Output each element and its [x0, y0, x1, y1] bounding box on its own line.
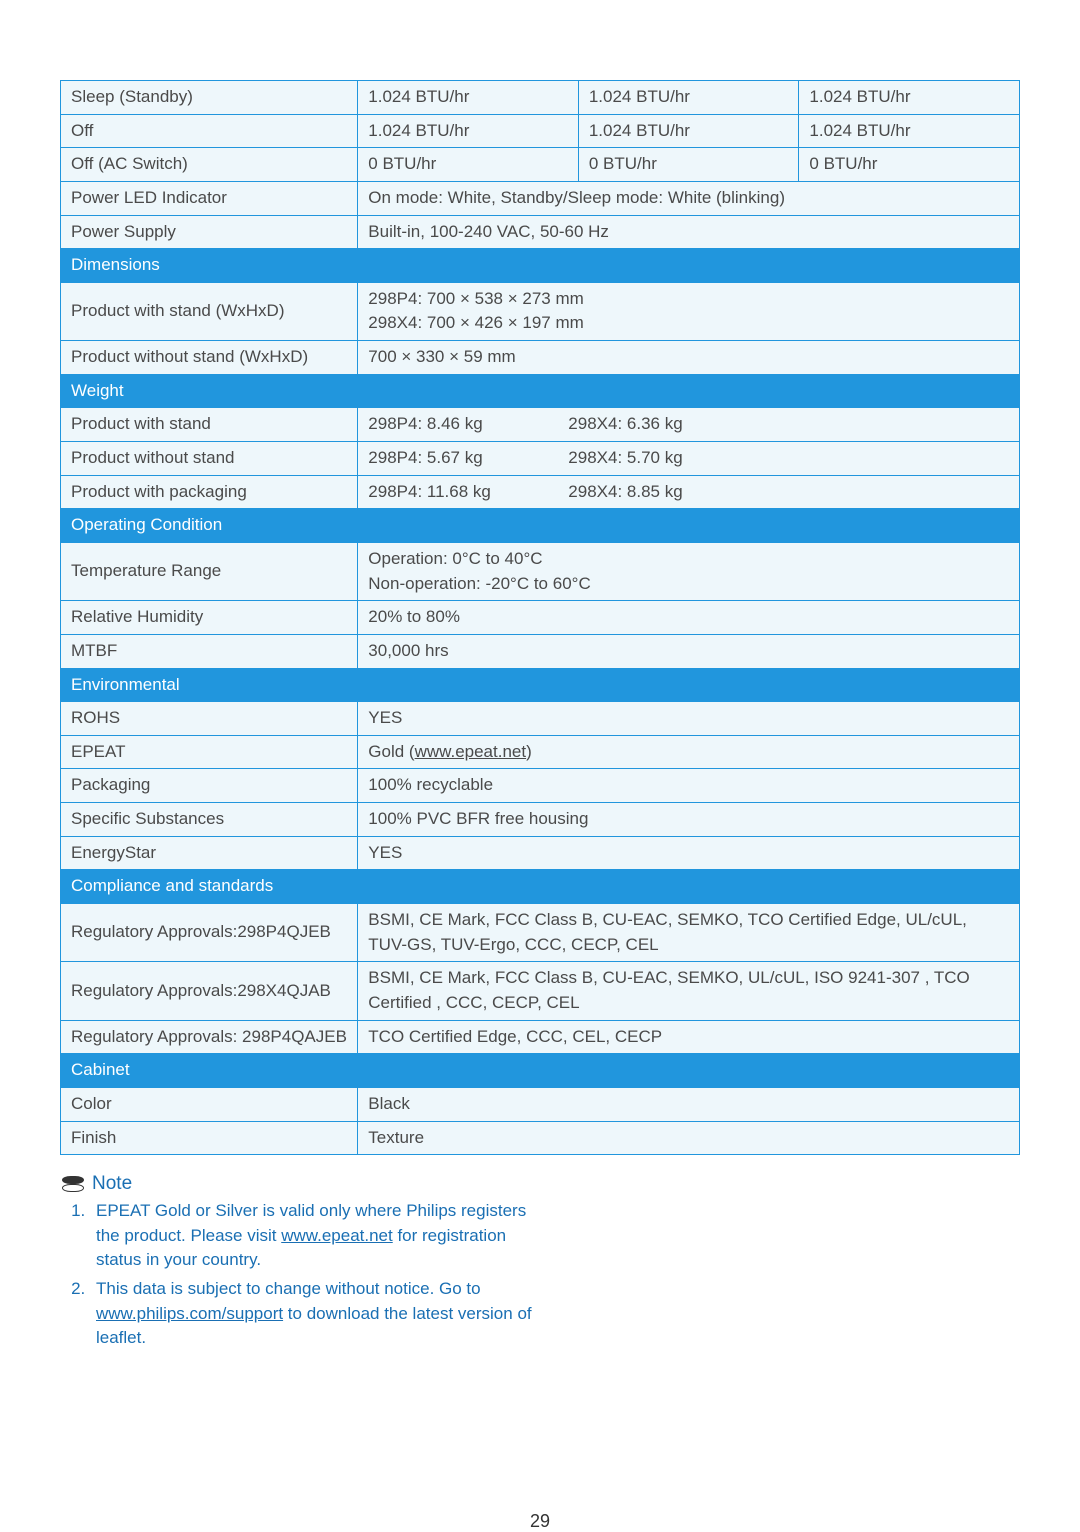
- spec-table: Sleep (Standby) 1.024 BTU/hr 1.024 BTU/h…: [60, 80, 1020, 1155]
- section-header: Dimensions: [61, 249, 1020, 283]
- table-row: ROHS YES: [61, 702, 1020, 736]
- cell-value: 298P4: 8.46 kg298X4: 6.36 kg: [358, 408, 1020, 442]
- section-row: Dimensions: [61, 249, 1020, 283]
- page-number: 29: [60, 1511, 1020, 1532]
- section-row: Environmental: [61, 668, 1020, 702]
- table-row: Product without stand (WxHxD) 700 × 330 …: [61, 341, 1020, 375]
- table-row: Sleep (Standby) 1.024 BTU/hr 1.024 BTU/h…: [61, 81, 1020, 115]
- cell-label: EnergyStar: [61, 836, 358, 870]
- cell-label: Regulatory Approvals: 298P4QAJEB: [61, 1020, 358, 1054]
- section-header: Weight: [61, 374, 1020, 408]
- cell-value: 30,000 hrs: [358, 634, 1020, 668]
- table-row: Power LED Indicator On mode: White, Stan…: [61, 181, 1020, 215]
- epeat-link[interactable]: www.epeat.net: [415, 742, 527, 761]
- cell-value: 1.024 BTU/hr: [578, 81, 799, 115]
- epeat-link[interactable]: www.epeat.net: [281, 1226, 393, 1245]
- cell-value: Texture: [358, 1121, 1020, 1155]
- table-row: Off 1.024 BTU/hr 1.024 BTU/hr 1.024 BTU/…: [61, 114, 1020, 148]
- cell-label: Finish: [61, 1121, 358, 1155]
- table-row: Color Black: [61, 1087, 1020, 1121]
- cell-label: Power Supply: [61, 215, 358, 249]
- section-header: Environmental: [61, 668, 1020, 702]
- table-row: EPEAT Gold (www.epeat.net): [61, 735, 1020, 769]
- cell-value: 20% to 80%: [358, 601, 1020, 635]
- section-row: Weight: [61, 374, 1020, 408]
- cell-value: 1.024 BTU/hr: [799, 81, 1020, 115]
- note-item: EPEAT Gold or Silver is valid only where…: [90, 1199, 552, 1273]
- cell-value: 0 BTU/hr: [358, 148, 579, 182]
- cell-value: 700 × 330 × 59 mm: [358, 341, 1020, 375]
- table-row: Product without stand 298P4: 5.67 kg298X…: [61, 442, 1020, 476]
- cell-value: 1.024 BTU/hr: [578, 114, 799, 148]
- table-row: Product with stand (WxHxD) 298P4: 700 × …: [61, 282, 1020, 340]
- cell-label: Product with stand (WxHxD): [61, 282, 358, 340]
- section-header: Compliance and standards: [61, 870, 1020, 904]
- cell-value: 1.024 BTU/hr: [799, 114, 1020, 148]
- cell-label: Product without stand (WxHxD): [61, 341, 358, 375]
- section-row: Operating Condition: [61, 509, 1020, 543]
- cell-label: EPEAT: [61, 735, 358, 769]
- cell-value: 298P4: 700 × 538 × 273 mm298X4: 700 × 42…: [358, 282, 1020, 340]
- section-row: Cabinet: [61, 1054, 1020, 1088]
- section-row: Compliance and standards: [61, 870, 1020, 904]
- cell-label: Product with packaging: [61, 475, 358, 509]
- cell-value: TCO Certified Edge, CCC, CEL, CECP: [358, 1020, 1020, 1054]
- cell-label: Regulatory Approvals:298X4QJAB: [61, 962, 358, 1020]
- cell-value: 1.024 BTU/hr: [358, 81, 579, 115]
- cell-label: Power LED Indicator: [61, 181, 358, 215]
- cell-label: Specific Substances: [61, 803, 358, 837]
- cell-value: On mode: White, Standby/Sleep mode: Whit…: [358, 181, 1020, 215]
- cell-value: YES: [358, 836, 1020, 870]
- table-row: Packaging 100% recyclable: [61, 769, 1020, 803]
- cell-value: YES: [358, 702, 1020, 736]
- cell-value: 0 BTU/hr: [578, 148, 799, 182]
- table-row: EnergyStar YES: [61, 836, 1020, 870]
- cell-value: 298P4: 11.68 kg298X4: 8.85 kg: [358, 475, 1020, 509]
- cell-label: Off: [61, 114, 358, 148]
- table-row: Regulatory Approvals:298X4QJAB BSMI, CE …: [61, 962, 1020, 1020]
- cell-label: Color: [61, 1087, 358, 1121]
- table-row: Regulatory Approvals: 298P4QAJEB TCO Cer…: [61, 1020, 1020, 1054]
- philips-support-link[interactable]: www.philips.com/support: [96, 1304, 283, 1323]
- section-header: Operating Condition: [61, 509, 1020, 543]
- cell-value: 1.024 BTU/hr: [358, 114, 579, 148]
- note-section: Note EPEAT Gold or Silver is valid only …: [60, 1173, 1020, 1351]
- table-row: Power Supply Built-in, 100-240 VAC, 50-6…: [61, 215, 1020, 249]
- cell-value: BSMI, CE Mark, FCC Class B, CU-EAC, SEMK…: [358, 904, 1020, 962]
- cell-label: Packaging: [61, 769, 358, 803]
- table-row: Off (AC Switch) 0 BTU/hr 0 BTU/hr 0 BTU/…: [61, 148, 1020, 182]
- table-row: Temperature Range Operation: 0°C to 40°C…: [61, 542, 1020, 600]
- cell-value: 298P4: 5.67 kg298X4: 5.70 kg: [358, 442, 1020, 476]
- table-row: Finish Texture: [61, 1121, 1020, 1155]
- cell-label: MTBF: [61, 634, 358, 668]
- cell-label: ROHS: [61, 702, 358, 736]
- cell-label: Product with stand: [61, 408, 358, 442]
- cell-value: Built-in, 100-240 VAC, 50-60 Hz: [358, 215, 1020, 249]
- table-row: Regulatory Approvals:298P4QJEB BSMI, CE …: [61, 904, 1020, 962]
- cell-value: 100% PVC BFR free housing: [358, 803, 1020, 837]
- table-row: Product with packaging 298P4: 11.68 kg29…: [61, 475, 1020, 509]
- cell-label: Sleep (Standby): [61, 81, 358, 115]
- table-row: Specific Substances 100% PVC BFR free ho…: [61, 803, 1020, 837]
- cell-label: Off (AC Switch): [61, 148, 358, 182]
- note-item: This data is subject to change without n…: [90, 1277, 552, 1351]
- note-icon: [62, 1176, 84, 1192]
- table-row: Relative Humidity 20% to 80%: [61, 601, 1020, 635]
- note-title: Note: [92, 1173, 132, 1195]
- cell-label: Product without stand: [61, 442, 358, 476]
- cell-label: Regulatory Approvals:298P4QJEB: [61, 904, 358, 962]
- cell-value: Gold (www.epeat.net): [358, 735, 1020, 769]
- cell-value: Operation: 0°C to 40°CNon-operation: -20…: [358, 542, 1020, 600]
- section-header: Cabinet: [61, 1054, 1020, 1088]
- cell-value: BSMI, CE Mark, FCC Class B, CU-EAC, SEMK…: [358, 962, 1020, 1020]
- cell-label: Temperature Range: [61, 542, 358, 600]
- cell-value: 100% recyclable: [358, 769, 1020, 803]
- table-row: Product with stand 298P4: 8.46 kg298X4: …: [61, 408, 1020, 442]
- table-row: MTBF 30,000 hrs: [61, 634, 1020, 668]
- cell-value: 0 BTU/hr: [799, 148, 1020, 182]
- cell-label: Relative Humidity: [61, 601, 358, 635]
- cell-value: Black: [358, 1087, 1020, 1121]
